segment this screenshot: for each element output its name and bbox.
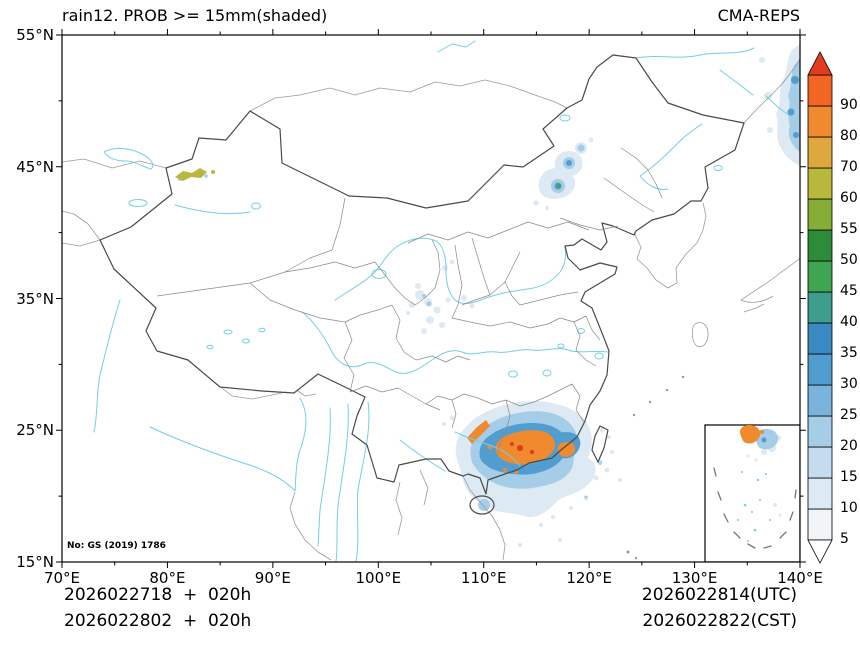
x-tick-label: 90°E bbox=[254, 569, 291, 587]
colorbar-segment-25 bbox=[807, 384, 833, 417]
colorbar-tick-label: 45 bbox=[840, 283, 858, 299]
precip-shading bbox=[175, 44, 800, 547]
model-name: CMA-REPS bbox=[717, 6, 800, 25]
colorbar-tick-label: 35 bbox=[840, 345, 858, 361]
axis-ticks bbox=[56, 29, 806, 568]
colorbar-tick-label: 10 bbox=[840, 500, 858, 516]
inset-shade-orange bbox=[739, 425, 764, 444]
shade-60 bbox=[175, 168, 215, 181]
x-tick-label: 100°E bbox=[355, 569, 402, 587]
map-license-note: No: GS (2019) 1786 bbox=[66, 541, 167, 551]
colorbar-tick-label: 50 bbox=[840, 252, 858, 268]
nine-dash-line bbox=[713, 467, 797, 549]
colorbar-segment-40 bbox=[807, 291, 833, 324]
colorbar-segment-45 bbox=[807, 260, 833, 293]
colorbar-segment-35 bbox=[807, 322, 833, 355]
island-dots bbox=[626, 375, 685, 560]
colorbar-tick-label: 70 bbox=[840, 159, 858, 175]
y-tick-label: 55°N bbox=[16, 26, 54, 44]
colorbar-arrow-low bbox=[807, 539, 833, 564]
colorbar-segment-5 bbox=[807, 508, 833, 541]
y-tick-label: 15°N bbox=[16, 553, 54, 571]
colorbar-tick-label: 20 bbox=[840, 438, 858, 454]
colorbar-tick-label: 55 bbox=[840, 221, 858, 237]
colorbar-tick-label: 30 bbox=[840, 376, 858, 392]
y-tick-label: 45°N bbox=[16, 157, 54, 176]
colorbar-tick-label: 25 bbox=[840, 407, 858, 423]
colorbar-tick-label: 80 bbox=[840, 128, 858, 144]
shade-90plus bbox=[510, 442, 535, 455]
colorbar-segment-30 bbox=[807, 353, 833, 386]
x-tick-label: 110°E bbox=[460, 569, 507, 587]
chart-title: rain12. PROB >= 15mm(shaded) bbox=[62, 6, 328, 25]
footer-init-cst: 2026022802 + 020h bbox=[64, 611, 252, 631]
colorbar bbox=[807, 51, 833, 564]
colorbar-arrow-high bbox=[807, 51, 833, 76]
x-tick-label: 130°E bbox=[671, 569, 718, 587]
plot-frame bbox=[61, 34, 801, 563]
province-borders bbox=[156, 147, 663, 457]
neighbor-borders bbox=[62, 58, 800, 561]
x-tick-label: 80°E bbox=[149, 569, 186, 587]
colorbar-tick-label: 5 bbox=[840, 531, 849, 547]
footer-valid-utc: 2026022814(UTC) bbox=[641, 585, 797, 605]
colorbar-tick-label: 90 bbox=[840, 97, 858, 113]
rivers-lakes bbox=[93, 40, 791, 562]
south-china-sea-inset bbox=[704, 424, 800, 562]
y-tick-label: 35°N bbox=[16, 289, 54, 308]
colorbar-segment-20 bbox=[807, 415, 833, 448]
colorbar-segment-60 bbox=[807, 167, 833, 200]
colorbar-segment-80 bbox=[807, 105, 833, 138]
footer-init-utc: 2026022718 + 020h bbox=[64, 585, 252, 605]
china-national-border bbox=[99, 54, 745, 515]
x-tick-label: 120°E bbox=[566, 569, 612, 587]
colorbar-segment-90 bbox=[807, 74, 833, 107]
colorbar-tick-label: 60 bbox=[840, 190, 858, 206]
y-tick-label: 25°N bbox=[16, 421, 54, 440]
colorbar-tick-label: 40 bbox=[840, 314, 858, 330]
colorbar-segment-70 bbox=[807, 136, 833, 169]
colorbar-segment-55 bbox=[807, 198, 833, 231]
colorbar-tick-label: 15 bbox=[840, 469, 858, 485]
inset-shade-mid bbox=[755, 428, 778, 450]
shade-45 bbox=[557, 184, 561, 188]
x-tick-label: 70°E bbox=[43, 569, 81, 587]
inset-island-dots bbox=[737, 471, 771, 542]
colorbar-segment-15 bbox=[807, 446, 833, 479]
inset-shade-deep bbox=[761, 437, 767, 443]
colorbar-segment-10 bbox=[807, 477, 833, 510]
x-tick-label: 140°E bbox=[777, 569, 823, 587]
footer-valid-cst: 2026022822(CST) bbox=[642, 611, 797, 631]
colorbar-segment-50 bbox=[807, 229, 833, 262]
